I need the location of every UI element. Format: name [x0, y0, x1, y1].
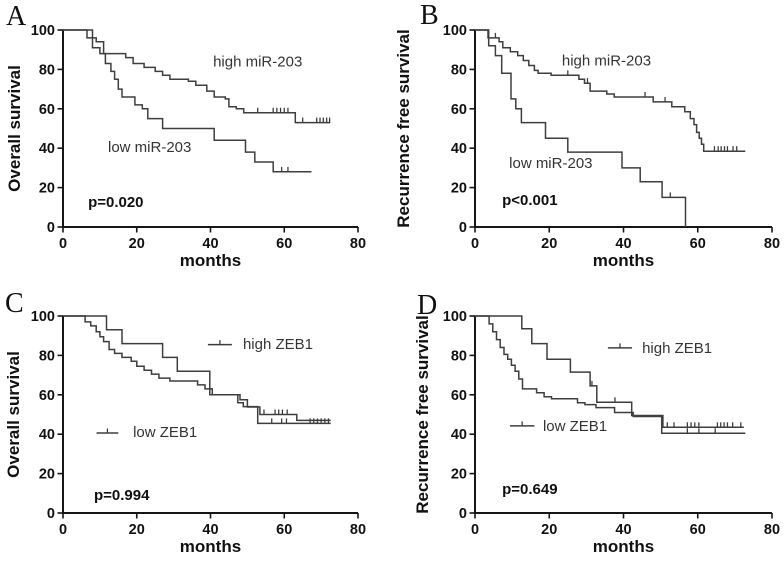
p-value-label: p=0.994 — [94, 487, 150, 504]
curve-label-high-zeb1: high ZEB1 — [243, 336, 313, 353]
x-tick-label: 20 — [541, 236, 557, 252]
panel-c-chart: 0 20 40 60 80 100 0 20 40 60 80 months Overall survi… — [4, 288, 366, 556]
y-tick-label: 60 — [39, 102, 55, 118]
curve-low-zeb1 — [63, 315, 331, 422]
curve-high-zeb1 — [475, 315, 744, 429]
x-tick-label: 80 — [764, 236, 780, 252]
curve-label-high-zeb1: high ZEB1 — [642, 340, 712, 357]
curve-label-low-zeb1: low ZEB1 — [543, 418, 607, 435]
panel-b-recurrence-free-survival-mir203: 0 20 40 60 80 100 0 20 40 60 80 months Recurrence fr… — [392, 0, 784, 281]
x-axis-title: months — [180, 251, 241, 270]
x-tick-label: 40 — [202, 522, 218, 538]
panel-a-chart: 0 20 40 60 80 100 0 20 40 60 80 months Overall survi… — [5, 1, 366, 270]
curve-label-high-mir-203: high miR-203 — [562, 52, 651, 69]
x-tick-label: 60 — [690, 236, 706, 252]
curve-high-zeb1 — [63, 315, 331, 425]
y-tick-label: 20 — [39, 181, 55, 197]
y-tick-label: 100 — [443, 23, 467, 39]
y-tick-label: 20 — [451, 467, 467, 483]
panel-d-chart: 0 20 40 60 80 100 0 20 40 60 80 months Recurrence fr… — [413, 290, 780, 556]
panel-letter: A — [6, 1, 27, 32]
x-tick-label: 60 — [276, 236, 292, 252]
y-tick-label: 0 — [459, 220, 467, 236]
x-tick-label: 20 — [129, 236, 145, 252]
curve-low-zeb1 — [475, 315, 746, 434]
curve-low-mir-203 — [63, 29, 312, 173]
y-tick-label: 0 — [47, 220, 55, 236]
y-tick-label: 40 — [39, 427, 55, 443]
y-tick-label: 20 — [39, 467, 55, 483]
y-tick-label: 80 — [39, 62, 55, 78]
y-tick-label: 0 — [47, 506, 55, 522]
panel-letter: D — [417, 290, 437, 321]
x-tick-label: 20 — [129, 522, 145, 538]
p-value-label: p<0.001 — [502, 192, 557, 209]
y-tick-label: 40 — [451, 141, 467, 157]
x-tick-label: 60 — [276, 522, 292, 538]
x-tick-label: 0 — [471, 236, 479, 252]
y-tick-label: 80 — [451, 62, 467, 78]
y-tick-label: 80 — [39, 348, 55, 364]
x-tick-label: 0 — [471, 522, 479, 538]
x-axis-title: months — [180, 537, 241, 556]
y-tick-label: 100 — [31, 23, 55, 39]
y-tick-label: 60 — [451, 388, 467, 404]
x-tick-label: 40 — [615, 236, 631, 252]
curve-label-low-mir-203: low miR-203 — [509, 155, 592, 172]
y-tick-label: 60 — [451, 102, 467, 118]
curve-high-mir-203 — [475, 29, 746, 152]
y-tick-label: 20 — [451, 181, 467, 197]
y-tick-label: 100 — [443, 309, 467, 325]
y-tick-label: 40 — [39, 141, 55, 157]
x-tick-label: 80 — [350, 236, 366, 252]
y-axis-title: Recurrence free survival — [394, 29, 413, 227]
x-tick-label: 20 — [541, 522, 557, 538]
p-value-label: p=0.020 — [88, 194, 143, 211]
y-tick-label: 0 — [459, 506, 467, 522]
p-value-label: p=0.649 — [502, 481, 557, 498]
x-axis-title: months — [593, 251, 654, 270]
panel-a-overall-survival-mir203: 0 20 40 60 80 100 0 20 40 60 80 months Overall survi… — [0, 0, 392, 281]
x-tick-label: 60 — [690, 522, 706, 538]
curve-low-mir-203 — [475, 29, 687, 227]
panel-letter: C — [5, 288, 24, 319]
y-axis-title: Overall survival — [5, 65, 24, 192]
curve-high-mir-203 — [63, 29, 331, 124]
curve-label-low-zeb1: low ZEB1 — [133, 424, 197, 441]
x-tick-label: 0 — [59, 522, 67, 538]
y-axis-title: Overall survival — [4, 351, 23, 478]
x-tick-label: 0 — [59, 236, 67, 252]
x-tick-label: 80 — [764, 522, 780, 538]
x-tick-label: 40 — [615, 522, 631, 538]
x-axis-title: months — [593, 537, 654, 556]
y-tick-label: 60 — [39, 388, 55, 404]
curve-label-high-mir-203: high miR-203 — [213, 53, 302, 70]
y-axis-title: Recurrence free survival — [413, 315, 432, 513]
y-tick-label: 80 — [451, 348, 467, 364]
axes — [62, 316, 358, 514]
panel-letter: B — [420, 0, 439, 31]
x-tick-label: 40 — [202, 236, 218, 252]
y-tick-label: 100 — [31, 309, 55, 325]
panel-b-chart: 0 20 40 60 80 100 0 20 40 60 80 months Recurrence fr… — [394, 0, 780, 270]
x-tick-label: 80 — [350, 522, 366, 538]
y-tick-label: 40 — [451, 427, 467, 443]
curve-label-low-mir-203: low miR-203 — [108, 139, 191, 156]
panel-d-recurrence-free-survival-zeb1: 0 20 40 60 80 100 0 20 40 60 80 months Recurrence fr… — [392, 281, 784, 562]
panel-c-overall-survival-zeb1: 0 20 40 60 80 100 0 20 40 60 80 months Overall survi… — [0, 281, 392, 562]
